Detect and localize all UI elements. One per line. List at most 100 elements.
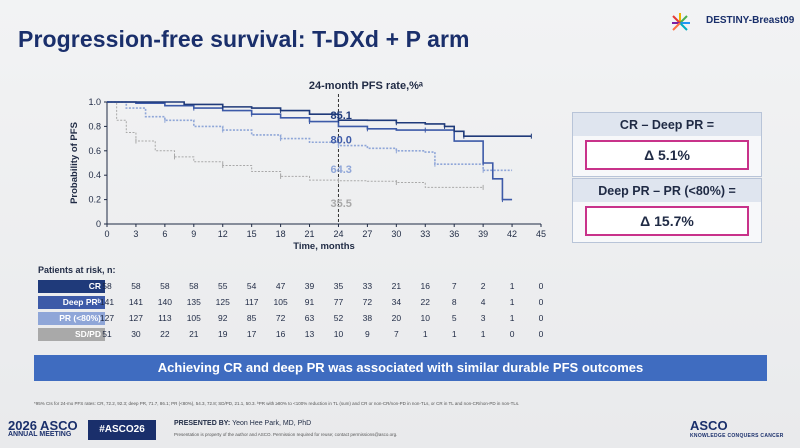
rate-label-pr-80-: 64.3 <box>330 164 351 176</box>
panel-deep-pr-pr: Deep PR – PR (<80%) = Δ 15.7% <box>572 178 762 243</box>
x-tick-label: 30 <box>391 229 401 239</box>
risk-row-label: SD/PD <box>38 328 105 341</box>
x-tick-label: 33 <box>420 229 430 239</box>
permission-note: Presentation is property of the author a… <box>174 432 398 437</box>
risk-row: SD/PD 51 30 22 21 19 17 16 13 10 9 7 1 1 1 0 0 <box>38 328 556 341</box>
x-axis-label: Time, months <box>293 241 355 252</box>
risk-cell: 58 <box>160 281 170 291</box>
risk-cell: 5 <box>451 313 457 323</box>
meeting-name: 2026 ASCO <box>8 418 78 433</box>
y-tick-label: 0.6 <box>88 146 101 156</box>
risk-cell: 127 <box>99 313 115 323</box>
risk-cell: 72 <box>275 313 286 323</box>
y-tick-label: 0 <box>96 219 101 229</box>
risk-cell: 8 <box>451 297 457 307</box>
risk-cell: 22 <box>160 329 170 339</box>
risk-row: CR 58 58 58 58 55 54 47 39 35 33 21 16 7 2 1 0 <box>38 280 556 293</box>
asco-tagline: KNOWLEDGE CONQUERS CANCER <box>690 433 784 439</box>
risk-cell: 0 <box>538 281 544 291</box>
risk-cell: 141 <box>99 297 115 307</box>
y-tick-label: 1.0 <box>88 97 101 107</box>
risk-cell: 1 <box>509 297 515 307</box>
risk-cell: 125 <box>215 297 230 307</box>
conclusion-banner: Achieving CR and deep PR was associated … <box>34 355 767 381</box>
risk-cell: 58 <box>131 281 141 291</box>
risk-cell: 33 <box>362 281 373 291</box>
x-tick-label: 3 <box>133 229 138 239</box>
x-tick-label: 45 <box>536 229 546 239</box>
risk-cell: 92 <box>217 313 228 323</box>
risk-cell: 47 <box>275 281 286 291</box>
series-line-cr <box>107 101 532 137</box>
risk-cell: 54 <box>246 281 257 291</box>
destiny-logo-icon <box>672 13 690 31</box>
chart-title: 24-month PFS rate,%ᵃ <box>308 80 424 92</box>
panel-cr-deep-pr: CR – Deep PR = Δ 5.1% <box>572 112 762 177</box>
x-tick-label: 42 <box>507 229 517 239</box>
presenter-line: PRESENTED BY: Yeon Hee Park, MD, PhD <box>174 420 311 427</box>
risk-cell: 1 <box>509 313 515 323</box>
page-title: Progression-free survival: T-DXd + P arm <box>18 26 470 52</box>
risk-cell: 17 <box>246 329 257 339</box>
risk-row: Deep PRᵇ 141 141 140 135 125 117 105 91 77 72 34 22 8… <box>38 296 556 309</box>
risk-cell: 21 <box>391 281 402 291</box>
risk-cell: 35 <box>333 281 344 291</box>
risk-cell: 34 <box>391 297 402 307</box>
x-tick-label: 15 <box>247 229 257 239</box>
panel-value: Δ 15.7% <box>585 206 749 236</box>
x-tick-label: 0 <box>104 229 109 239</box>
presenter-name: Yeon Hee Park, MD, PhD <box>232 420 312 427</box>
risk-cell: 9 <box>365 329 370 339</box>
panel-header: CR – Deep PR = <box>573 113 761 136</box>
risk-cell: 135 <box>186 297 201 307</box>
risk-cell: 4 <box>480 297 486 307</box>
risk-cell: 7 <box>393 329 399 339</box>
logo-text: DESTINY-Breast09 <box>706 15 795 26</box>
risk-cell: 1 <box>509 281 515 291</box>
x-tick-label: 9 <box>191 229 196 239</box>
x-tick-label: 27 <box>362 229 372 239</box>
footnote: *95% CIs for 24-mo PFS rates: CR, 72.2, … <box>34 401 520 406</box>
series-line-sd-pd <box>107 101 484 188</box>
risk-row-label: Deep PRᵇ <box>38 296 105 309</box>
risk-row-label: PR (<80%) <box>38 312 105 325</box>
asco-logo-text: ASCO <box>690 418 728 433</box>
x-tick-label: 21 <box>305 229 315 239</box>
risk-row-label: CR <box>38 280 105 293</box>
risk-cell: 51 <box>102 329 112 339</box>
x-tick-label: 12 <box>218 229 228 239</box>
x-tick-label: 36 <box>449 229 459 239</box>
risk-cell: 140 <box>157 297 172 307</box>
risk-cell: 7 <box>451 281 457 291</box>
risk-cell: 113 <box>158 313 172 323</box>
asco-logo: ASCO KNOWLEDGE CONQUERS CANCER <box>690 418 784 439</box>
risk-cell: 58 <box>102 281 112 291</box>
risk-cell: 117 <box>244 297 259 307</box>
panel-header: Deep PR – PR (<80%) = <box>573 179 761 202</box>
risk-cell: 38 <box>362 313 373 323</box>
y-tick-label: 0.8 <box>88 121 101 131</box>
risk-cell: 105 <box>273 297 288 307</box>
risk-row: PR (<80%) 127 127 113 105 92 85 72 63 52 38 20 10 5 3 1… <box>38 312 556 325</box>
risk-cell: 127 <box>128 313 144 323</box>
meeting-logo: 2026 ASCO ANNUAL MEETING <box>8 418 78 438</box>
risk-cell: 16 <box>275 329 286 339</box>
rate-label-sd-pd: 35.5 <box>330 198 351 210</box>
risk-table-title: Patients at risk, n: <box>38 265 116 275</box>
meeting-sub: ANNUAL MEETING <box>8 431 72 438</box>
risk-cell: 16 <box>420 281 430 291</box>
rate-label-cr: 85.1 <box>330 110 351 122</box>
hashtag-badge: #ASCO26 <box>88 420 156 440</box>
y-tick-label: 0.4 <box>88 170 101 180</box>
risk-cell: 30 <box>131 329 141 339</box>
risk-cell: 91 <box>304 297 315 307</box>
y-axis-label: Probability of PFS <box>69 122 80 204</box>
x-tick-label: 18 <box>276 229 286 239</box>
risk-cell: 63 <box>304 313 315 323</box>
risk-cell: 0 <box>538 313 544 323</box>
risk-cell: 1 <box>480 329 486 339</box>
risk-cell: 0 <box>538 297 544 307</box>
risk-cell: 20 <box>391 313 402 323</box>
